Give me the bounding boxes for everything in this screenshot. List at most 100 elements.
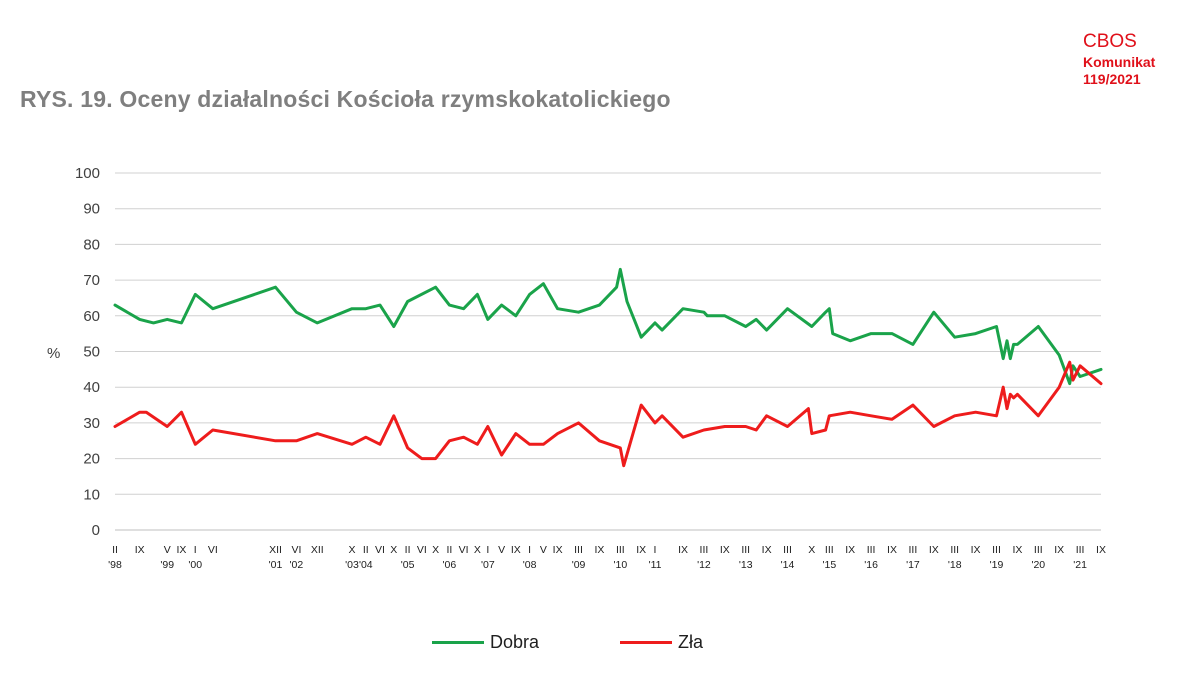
x-tick-year: '00 bbox=[188, 559, 202, 571]
x-tick-month: IX bbox=[636, 544, 646, 556]
x-tick-month: XII bbox=[269, 544, 282, 556]
x-tick-month: X bbox=[348, 544, 355, 556]
x-tick-month: IX bbox=[1012, 544, 1022, 556]
x-tick-month: V bbox=[164, 544, 171, 556]
x-tick-month: I bbox=[486, 544, 489, 556]
x-tick-month: III bbox=[741, 544, 750, 556]
x-tick-month: IX bbox=[176, 544, 186, 556]
y-tick-label: 50 bbox=[83, 344, 100, 361]
x-tick-year: '01 bbox=[269, 559, 283, 571]
x-tick-month: VI bbox=[291, 544, 301, 556]
y-tick-label: 30 bbox=[83, 415, 100, 432]
chart-title: RYS. 19. Oceny działalności Kościoła rzy… bbox=[20, 86, 671, 112]
x-tick-month: VI bbox=[375, 544, 385, 556]
x-tick-year: '11 bbox=[649, 559, 662, 571]
x-tick-month: III bbox=[950, 544, 959, 556]
x-tick-month: III bbox=[1076, 544, 1085, 556]
x-tick-year: '18 bbox=[948, 559, 962, 571]
gridlines bbox=[115, 172, 1101, 531]
x-tick-month: III bbox=[616, 544, 625, 556]
x-tick-month: I bbox=[194, 544, 197, 556]
y-tick-label: 80 bbox=[83, 236, 100, 253]
x-tick-year: '05 bbox=[401, 559, 415, 571]
legend: Dobra Zła bbox=[0, 632, 1179, 656]
x-tick-year: '08 bbox=[523, 559, 537, 571]
x-tick-month: I bbox=[654, 544, 657, 556]
legend-item-zla: Zła bbox=[620, 632, 703, 653]
x-tick-month: X bbox=[432, 544, 439, 556]
x-tick-month: X bbox=[390, 544, 397, 556]
y-tick-label: 10 bbox=[83, 486, 100, 503]
x-tick-month: I bbox=[528, 544, 531, 556]
x-tick-year: '03 bbox=[345, 559, 359, 571]
x-tick-year: '07 bbox=[481, 559, 495, 571]
x-tick-year: '21 bbox=[1073, 559, 1087, 571]
x-tick-month: II bbox=[446, 544, 452, 556]
x-tick-month: IX bbox=[135, 544, 145, 556]
y-tick-label: 0 bbox=[92, 522, 100, 539]
x-tick-month: IX bbox=[929, 544, 939, 556]
x-tick-month: III bbox=[909, 544, 918, 556]
x-tick-month: X bbox=[808, 544, 815, 556]
x-tick-month: V bbox=[540, 544, 547, 556]
x-tick-month: VI bbox=[459, 544, 469, 556]
x-tick-month: IX bbox=[971, 544, 981, 556]
legend-item-dobra: Dobra bbox=[432, 632, 539, 653]
y-tick-label: 60 bbox=[83, 308, 100, 325]
x-tick-month: III bbox=[783, 544, 792, 556]
org-name: CBOS bbox=[1083, 31, 1137, 52]
x-tick-month: III bbox=[825, 544, 834, 556]
x-tick-month: X bbox=[474, 544, 481, 556]
y-tick-labels: 0 10 20 30 40 50 60 70 80 90 100 bbox=[75, 165, 100, 539]
series-line-zla bbox=[113, 360, 1103, 468]
x-tick-month: III bbox=[574, 544, 583, 556]
x-tick-month: IX bbox=[594, 544, 604, 556]
legend-swatch-dobra bbox=[432, 641, 484, 644]
x-tick-year: '19 bbox=[990, 559, 1004, 571]
x-tick-month: IX bbox=[762, 544, 772, 556]
report-line-1: Komunikat bbox=[1083, 53, 1156, 70]
x-tick-month: IX bbox=[720, 544, 730, 556]
y-tick-label: 40 bbox=[83, 379, 100, 396]
x-tick-month: XII bbox=[311, 544, 324, 556]
x-tick-month: IX bbox=[1054, 544, 1064, 556]
x-tick-month: III bbox=[867, 544, 876, 556]
y-tick-label: 20 bbox=[83, 451, 100, 468]
x-tick-month: IX bbox=[1096, 544, 1106, 556]
x-tick-year: '04 bbox=[359, 559, 373, 571]
series-lines bbox=[113, 267, 1103, 468]
x-tick-year: '99 bbox=[160, 559, 174, 571]
x-tick-month: II bbox=[112, 544, 118, 556]
x-tick-month: IX bbox=[845, 544, 855, 556]
x-tick-year: '06 bbox=[443, 559, 457, 571]
series-line-dobra bbox=[113, 267, 1103, 386]
x-tick-month: VI bbox=[208, 544, 218, 556]
x-tick-month: II bbox=[363, 544, 369, 556]
x-tick-month: IX bbox=[678, 544, 688, 556]
x-tick-month: IX bbox=[887, 544, 897, 556]
x-tick-month: II bbox=[405, 544, 411, 556]
x-tick-year: '20 bbox=[1031, 559, 1045, 571]
legend-label-zla: Zła bbox=[678, 632, 704, 652]
legend-label-dobra: Dobra bbox=[490, 632, 540, 652]
x-tick-year: '13 bbox=[739, 559, 753, 571]
x-tick-month: III bbox=[700, 544, 709, 556]
x-tick-month: III bbox=[992, 544, 1001, 556]
x-tick-year: '98 bbox=[108, 559, 122, 571]
x-tick-year: '12 bbox=[697, 559, 711, 571]
x-tick-month: VI bbox=[417, 544, 427, 556]
x-tick-month: III bbox=[1034, 544, 1043, 556]
x-tick-year: '15 bbox=[822, 559, 836, 571]
x-tick-year: '10 bbox=[613, 559, 627, 571]
report-line-2: 119/2021 bbox=[1083, 70, 1141, 87]
x-tick-year: '02 bbox=[290, 559, 304, 571]
x-tick-year: '14 bbox=[781, 559, 795, 571]
x-tick-month: V bbox=[498, 544, 505, 556]
legend-swatch-zla bbox=[620, 641, 672, 644]
source-block: CBOS Komunikat 119/2021 bbox=[1083, 31, 1155, 87]
y-tick-label: 90 bbox=[83, 201, 100, 218]
y-axis-label: % bbox=[47, 345, 60, 362]
y-tick-label: 70 bbox=[83, 272, 100, 289]
